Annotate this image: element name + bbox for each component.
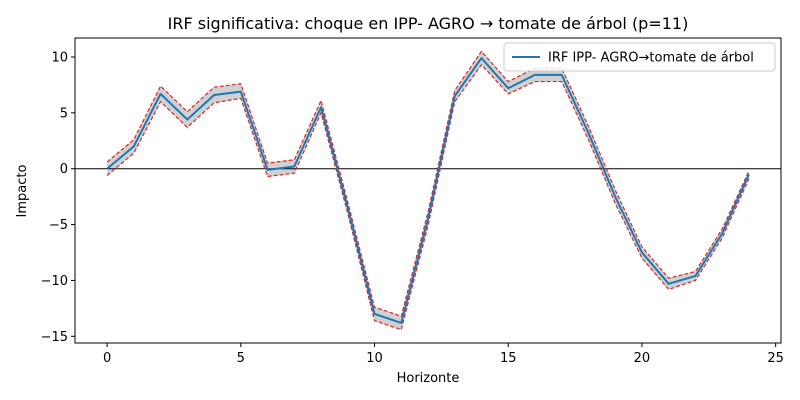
data-point (266, 168, 269, 171)
data-point (533, 73, 536, 76)
y-axis-title: Impacto (15, 165, 30, 218)
irf-series-line (106, 57, 750, 324)
y-tick-label: 10 (51, 50, 68, 65)
data-point (614, 195, 617, 198)
data-point (132, 145, 135, 148)
data-point (213, 93, 216, 96)
data-point (293, 165, 296, 168)
data-point (507, 87, 510, 90)
y-tick-label: 5 (60, 106, 68, 121)
y-tick-label: −5 (49, 218, 68, 233)
data-point (640, 251, 643, 254)
data-point (159, 92, 162, 95)
data-point (239, 90, 242, 93)
x-tick-label: 0 (103, 351, 111, 366)
data-point (480, 57, 483, 60)
y-tick-label: −10 (41, 274, 68, 289)
legend-box (503, 42, 776, 72)
x-tick-label: 25 (767, 351, 784, 366)
legend-label: IRF IPP- AGRO→tomate de árbol (548, 51, 754, 66)
x-tick-label: 15 (500, 351, 517, 366)
data-point (560, 73, 563, 76)
chart-title: IRF significativa: choque en IPP- AGRO →… (168, 14, 689, 33)
data-point (106, 167, 109, 170)
data-point (667, 282, 670, 285)
x-tick-label: 5 (237, 351, 245, 366)
upper-bound-line (106, 50, 750, 317)
plot-frame (74, 37, 782, 344)
data-point (320, 106, 323, 109)
data-point (694, 274, 697, 277)
data-point (721, 232, 724, 235)
y-tick-label: −15 (41, 330, 68, 345)
data-point (587, 131, 590, 134)
data-point (186, 118, 189, 121)
y-tick-label: 0 (60, 162, 68, 177)
x-tick-label: 10 (366, 351, 383, 366)
plot-area: 0 5 10 15 20 25 −15 −10 −5 0 5 10 IRF IPP- AGRO→toma… (41, 37, 784, 366)
data-point (427, 217, 430, 220)
x-tick-label: 20 (634, 351, 651, 366)
data-point (346, 206, 349, 209)
data-point (400, 321, 403, 324)
x-axis-title: Horizonte (397, 371, 460, 386)
data-point (373, 312, 376, 315)
data-point (453, 95, 456, 98)
data-point (747, 173, 750, 176)
